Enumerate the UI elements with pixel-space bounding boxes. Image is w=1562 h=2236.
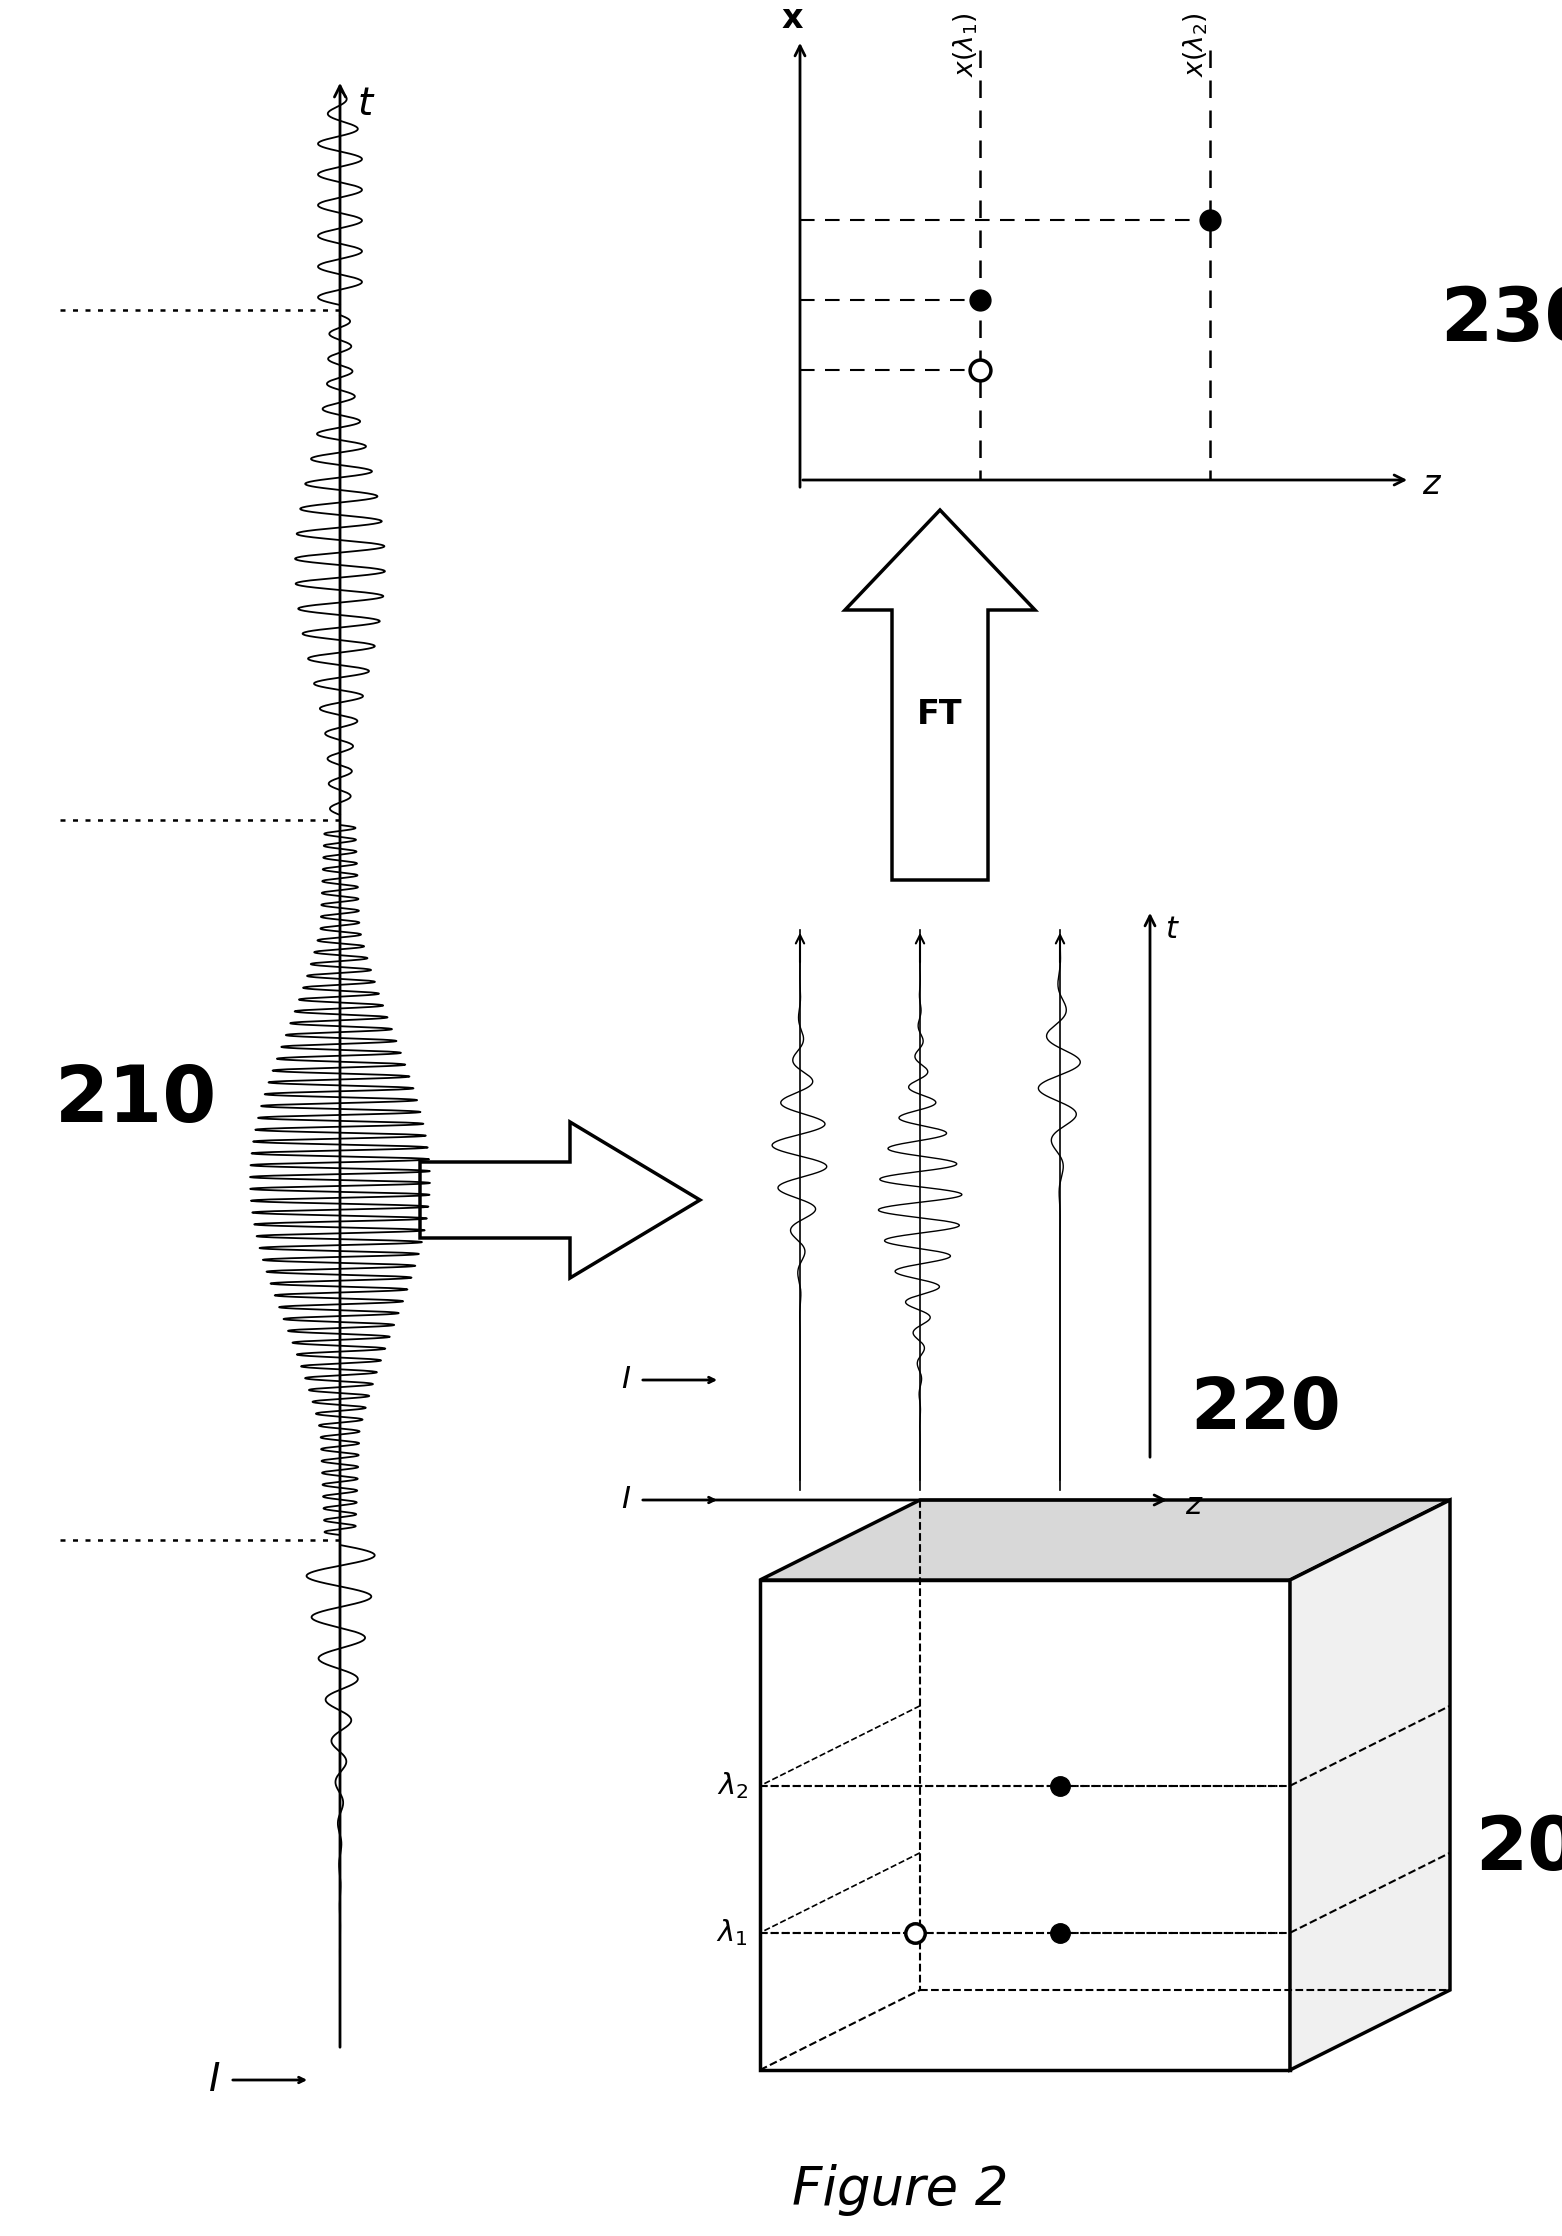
Text: 230: 230 xyxy=(1440,284,1562,356)
Text: 200: 200 xyxy=(1475,1813,1562,1885)
Text: $\lambda_1$: $\lambda_1$ xyxy=(717,1918,748,1948)
Text: $\lambda_2$: $\lambda_2$ xyxy=(717,1771,748,1802)
Polygon shape xyxy=(761,1581,1290,2071)
Text: z: z xyxy=(1421,470,1440,501)
Text: 210: 210 xyxy=(55,1062,217,1138)
Text: FT: FT xyxy=(917,698,962,731)
Text: x: x xyxy=(781,2,803,36)
Polygon shape xyxy=(1290,1500,1450,2071)
Text: 220: 220 xyxy=(1190,1375,1340,1444)
Polygon shape xyxy=(845,510,1036,881)
Text: I: I xyxy=(622,1366,629,1395)
Text: I: I xyxy=(622,1485,629,1514)
Text: t: t xyxy=(1165,915,1178,944)
Text: Figure 2: Figure 2 xyxy=(792,2164,1007,2216)
Text: t: t xyxy=(358,85,373,123)
Polygon shape xyxy=(761,1500,1450,1581)
Text: $x(\lambda_2)$: $x(\lambda_2)$ xyxy=(1181,13,1211,78)
Text: z: z xyxy=(1186,1491,1201,1520)
Text: I: I xyxy=(208,2062,220,2100)
Text: $x(\lambda_1)$: $x(\lambda_1)$ xyxy=(951,13,979,78)
Polygon shape xyxy=(420,1122,700,1279)
